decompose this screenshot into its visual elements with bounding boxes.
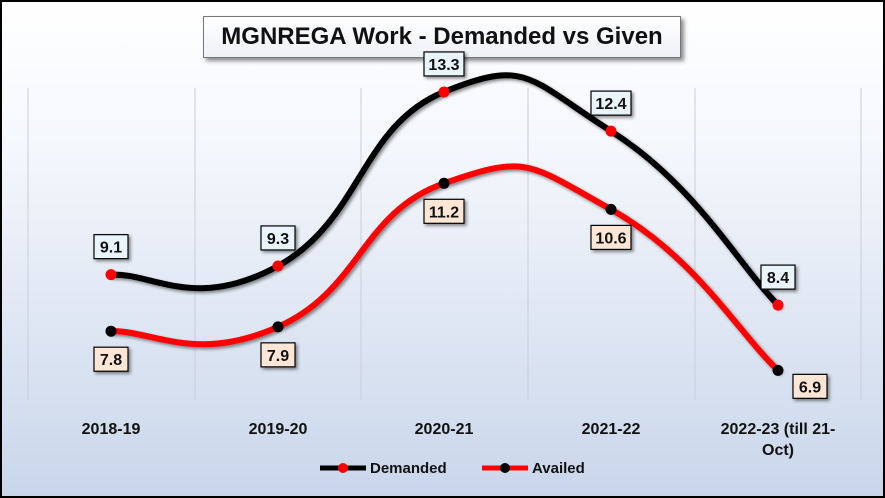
legend-availed-label: Availed [532,460,585,477]
availed-point-4 [772,364,784,376]
availed-point-1 [272,321,284,333]
availed-point-3 [605,203,617,215]
demanded-point-1 [272,260,284,272]
svg-text:13.3: 13.3 [428,57,459,74]
demanded-data-label-4: 8.4 [760,264,796,290]
availed-data-label-4: 6.9 [792,373,828,399]
demanded-data-label-3: 12.4 [590,90,632,116]
demanded-point-4 [772,299,784,311]
svg-text:12.4: 12.4 [595,96,626,113]
demanded-data-label-0: 9.1 [93,234,129,260]
availed-point-0 [105,325,117,337]
svg-text:6.9: 6.9 [799,379,821,396]
availed-data-label-2: 11.2 [423,198,465,224]
svg-text:7.8: 7.8 [100,352,122,369]
demanded-point-2 [438,86,450,98]
svg-text:9.1: 9.1 [100,240,122,257]
demanded-point-3 [605,125,617,137]
availed-point-2 [438,177,450,189]
x-tick-label-3: 2021-22 [582,421,641,438]
availed-data-label-1: 7.9 [260,342,296,368]
x-tick-label-0: 2018-19 [82,421,141,438]
chart-title: MGNREGA Work - Demanded vs Given [203,16,681,58]
svg-text:10.6: 10.6 [595,230,626,247]
legend: Demanded Availed [320,460,585,477]
availed-data-label-0: 7.8 [93,346,129,372]
svg-text:11.2: 11.2 [429,204,459,221]
x-tick-label-4: 2022-23 (till 21-Oct) [721,421,836,459]
x-tick-label-2: 2020-21 [415,421,474,438]
demanded-series-line [108,72,781,309]
svg-text:8.4: 8.4 [767,270,789,287]
svg-text:9.3: 9.3 [267,231,289,248]
demanded-data-label-1: 9.3 [260,225,296,251]
availed-series-line [108,163,781,374]
demanded-data-label-2: 13.3 [423,51,465,77]
legend-demanded-label: Demanded [370,460,447,477]
availed-data-label-3: 10.6 [590,224,632,250]
demanded-point-0 [105,269,117,281]
x-tick-label-1: 2019-20 [249,421,308,438]
svg-text:7.9: 7.9 [267,348,289,365]
